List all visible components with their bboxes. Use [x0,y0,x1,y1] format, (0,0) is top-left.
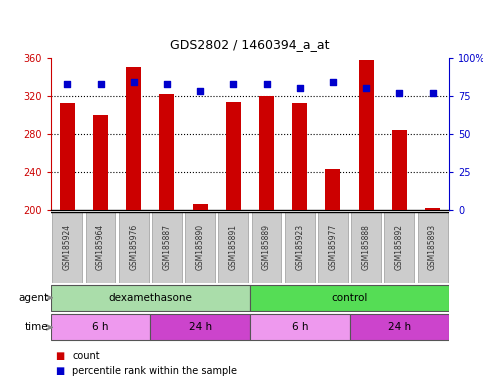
Text: 6 h: 6 h [92,322,109,333]
Text: 6 h: 6 h [292,322,308,333]
Text: GSM185888: GSM185888 [362,224,370,270]
Bar [351,212,381,283]
Bar [250,314,350,340]
Bar [51,285,250,311]
Bar [318,212,348,283]
Bar [159,94,174,210]
Bar [52,212,82,283]
Text: GSM185893: GSM185893 [428,224,437,270]
Point [263,81,270,87]
Text: percentile rank within the sample: percentile rank within the sample [72,366,238,376]
Point [130,79,138,85]
Bar [193,204,208,210]
Bar [185,212,215,283]
Text: count: count [72,351,100,361]
Point [63,81,71,87]
Bar [150,314,250,340]
Text: 24 h: 24 h [188,322,212,333]
Text: GSM185977: GSM185977 [328,224,338,270]
Text: GSM185890: GSM185890 [196,224,205,270]
Bar [250,285,449,311]
Point [163,81,171,87]
Text: time: time [25,322,48,333]
Bar [425,208,440,210]
Bar [350,314,449,340]
Text: GSM185924: GSM185924 [63,224,72,270]
Text: GSM185923: GSM185923 [295,224,304,270]
Text: agent: agent [18,293,48,303]
Point [429,90,437,96]
Point [229,81,237,87]
Bar [384,212,414,283]
Bar [252,212,282,283]
Bar [259,96,274,210]
Text: ■: ■ [56,366,65,376]
Bar [85,212,115,283]
Text: GDS2802 / 1460394_a_at: GDS2802 / 1460394_a_at [170,38,330,51]
Text: GSM185889: GSM185889 [262,224,271,270]
Point [196,88,204,94]
Text: GSM185887: GSM185887 [162,224,171,270]
Bar [119,212,149,283]
Bar [126,68,141,210]
Point [97,81,104,87]
Bar [51,314,150,340]
Text: dexamethasone: dexamethasone [108,293,192,303]
Text: ■: ■ [56,351,65,361]
Bar [285,212,315,283]
Text: GSM185891: GSM185891 [229,224,238,270]
Bar [218,212,248,283]
Point [329,79,337,85]
Bar [226,102,241,210]
Bar [152,212,182,283]
Text: 24 h: 24 h [388,322,411,333]
Bar [60,103,75,210]
Bar [326,169,341,210]
Bar [93,115,108,210]
Bar [292,103,307,210]
Point [362,85,370,91]
Bar [359,60,374,210]
Point [296,85,304,91]
Text: GSM185976: GSM185976 [129,224,138,270]
Text: control: control [331,293,368,303]
Point [396,90,403,96]
Text: GSM185892: GSM185892 [395,224,404,270]
Text: GSM185964: GSM185964 [96,224,105,270]
Bar [392,130,407,210]
Bar [418,212,448,283]
